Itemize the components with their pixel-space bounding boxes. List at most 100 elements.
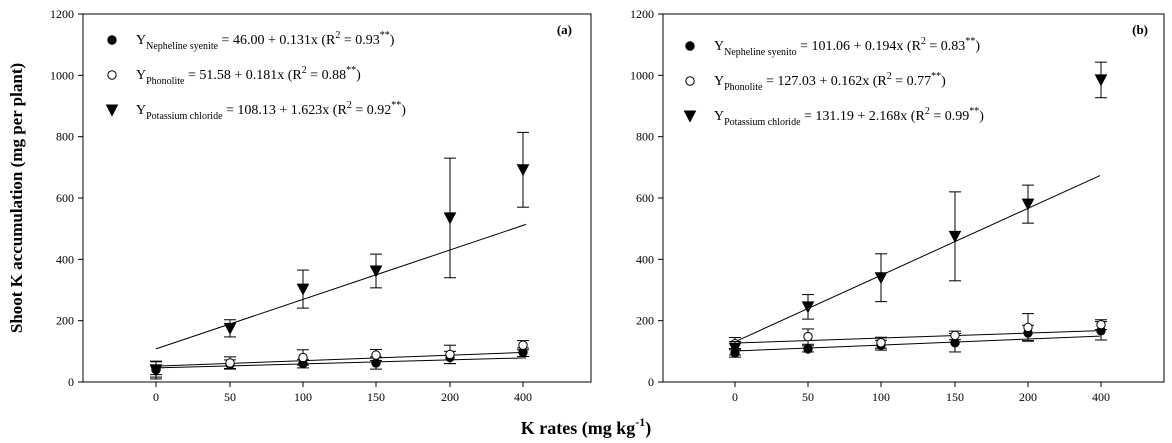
legend-text-part: 2 [335,30,340,41]
marker-kcl [801,301,815,314]
x-axis-title-close: ) [645,418,651,439]
legend-text-part: Potassium chloride [724,117,801,128]
legend-text-part: = 0.99 [930,109,969,124]
marker-kcl [1021,198,1035,211]
marker-phonolite [950,330,960,341]
legend-text-part: Y [714,39,724,54]
legend-text-part: ** [969,106,979,117]
marker-kcl [369,265,383,278]
legend-text-part: = 101.06 + 0.194x (R [797,39,922,54]
marker-kcl [948,230,962,243]
x-axis-title: K rates (mg kg-1) [521,415,651,439]
x-tick-label: 400 [514,390,532,404]
regression-line [155,351,527,367]
y-tick-label: 1200 [630,7,654,21]
marker-kcl [443,212,457,225]
legend-text-part: = 0.77 [892,74,931,89]
x-tick-label: 100 [294,390,312,404]
legend-text-part: = 108.13 + 1.623x (R [223,103,348,118]
legend-text-part: 2 [925,106,930,117]
marker-phonolite [685,76,695,86]
legend-text-part: ) [975,39,980,54]
legend-text-part: = 0.93 [340,33,379,48]
y-tick-label: 1200 [50,7,74,21]
marker-nepheline [803,344,813,354]
legend-text-part: 2 [302,65,307,76]
legend-text-part: ** [380,30,390,41]
marker-phonolite [1023,322,1033,333]
x-tick-label: 400 [1092,390,1110,404]
legend-text-part: = 46.00 + 0.131x (R [218,33,336,48]
legend-text-part: Y [136,33,146,48]
regression-line [734,335,1101,352]
marker-phonolite [876,338,886,348]
regression-line [734,330,1101,344]
y-axis-title: Shoot K accumulation (mg per plant) [7,63,26,333]
y-tick-label: 800 [56,130,74,144]
x-tick-label: 100 [872,390,890,404]
marker-phonolite [445,349,455,360]
legend-text-part: 2 [347,100,352,111]
marker-phonolite [371,350,381,360]
regression-line [734,175,1101,343]
marker-phonolite [298,352,308,363]
x-tick-label: 150 [367,390,385,404]
y-tick-label: 600 [636,191,654,205]
legend-text-part: ) [356,68,361,83]
marker-phonolite [803,331,813,342]
x-tick-label: 200 [1019,390,1037,404]
y-tick-label: 600 [56,191,74,205]
plot-frame [662,13,1165,383]
x-axis-title-main: K rates (mg kg [521,418,635,439]
legend-text-part: ) [390,33,395,48]
legend-entry: YPhonolite = 51.58 + 0.181x (R2 = 0.88**… [136,65,361,87]
x-tick-label: 0 [732,390,738,404]
y-tick-label: 0 [68,375,74,389]
x-tick-label: 150 [946,390,964,404]
legend-text-part: Phonolite [146,76,185,87]
legend-text-part: Y [136,103,146,118]
x-tick-label: 50 [224,390,236,404]
marker-kcl [516,164,530,177]
legend-text-part: Y [714,74,724,89]
x-axis-title-sup: -1 [635,415,645,429]
legend-text-part: ** [346,65,356,76]
regression-line [155,223,527,350]
legend-text-part: = 0.88 [307,68,346,83]
legend-text-part: Phonolite [724,82,763,93]
marker-kcl [223,322,237,335]
legend-entry: YPhonolite = 127.03 + 0.162x (R2 = 0.77*… [714,71,946,93]
y-tick-label: 400 [636,252,654,266]
legend-text-part: Y [714,109,724,124]
y-tick-label: 1000 [630,68,654,82]
legend-entry: YPotassium chloride = 108.13 + 1.623x (R… [136,100,406,122]
y-tick-label: 0 [648,375,654,389]
panel-a: 0 200 400 600 800 1000 1200 0 50 100 150 200 400 (a) Y… [50,7,592,404]
regression-line [155,357,527,369]
legend-text-part: = 127.03 + 0.162x (R [762,74,887,89]
marker-kcl [1094,74,1108,87]
panel-label: (b) [1132,22,1148,37]
legend-text-part: = 0.83 [926,39,965,54]
marker-kcl [296,283,310,296]
legend-entry: YNepheline syenito = 101.06 + 0.194x (R2… [714,36,980,58]
x-tick-label: 50 [802,390,814,404]
legend-text-part: Nepheline syenite [146,41,218,52]
legend-text-part: ) [941,74,946,89]
legend-text-part: = 51.58 + 0.181x (R [184,68,302,83]
legend-text-part: Nepheline syenito [724,47,796,58]
marker-kcl [149,364,163,377]
marker-phonolite [518,340,528,350]
legend-text-part: Y [136,68,146,83]
legend-text-part: ) [979,109,984,124]
legend-text-part: ** [931,71,941,82]
legend-text-part: = 0.92 [352,103,391,118]
panel-b: 0 200 400 600 800 1000 1200 0 50 100 150 200 400 (b) Y… [630,7,1165,404]
y-tick-label: 800 [636,130,654,144]
y-tick-label: 1000 [50,68,74,82]
marker-phonolite [225,358,235,368]
marker-phonolite [107,70,117,80]
marker-kcl [105,104,119,117]
legend-text-part: Potassium chloride [146,111,223,122]
